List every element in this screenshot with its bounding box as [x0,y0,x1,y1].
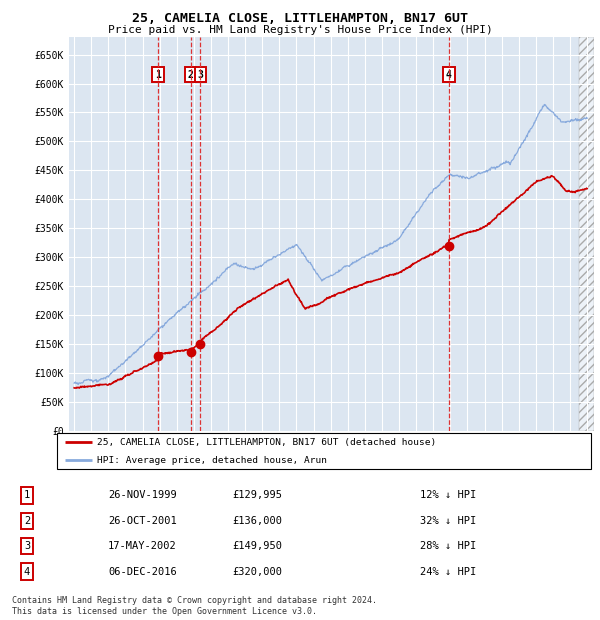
Text: 28% ↓ HPI: 28% ↓ HPI [420,541,476,551]
Text: HPI: Average price, detached house, Arun: HPI: Average price, detached house, Arun [97,456,327,465]
Text: 26-OCT-2001: 26-OCT-2001 [108,516,177,526]
Text: 12% ↓ HPI: 12% ↓ HPI [420,490,476,500]
Text: 26-NOV-1999: 26-NOV-1999 [108,490,177,500]
Text: 2: 2 [24,516,30,526]
Text: 17-MAY-2002: 17-MAY-2002 [108,541,177,551]
Text: 24% ↓ HPI: 24% ↓ HPI [420,567,476,577]
Text: 4: 4 [446,69,452,79]
Text: 25, CAMELIA CLOSE, LITTLEHAMPTON, BN17 6UT (detached house): 25, CAMELIA CLOSE, LITTLEHAMPTON, BN17 6… [97,438,436,447]
Text: £129,995: £129,995 [232,490,282,500]
Text: Price paid vs. HM Land Registry's House Price Index (HPI): Price paid vs. HM Land Registry's House … [107,25,493,35]
Text: 4: 4 [24,567,30,577]
Text: £136,000: £136,000 [232,516,282,526]
Text: £320,000: £320,000 [232,567,282,577]
Text: 32% ↓ HPI: 32% ↓ HPI [420,516,476,526]
Text: 1: 1 [24,490,30,500]
Text: 3: 3 [24,541,30,551]
Text: Contains HM Land Registry data © Crown copyright and database right 2024.
This d: Contains HM Land Registry data © Crown c… [12,596,377,616]
Text: 3: 3 [197,69,203,79]
Text: 06-DEC-2016: 06-DEC-2016 [108,567,177,577]
FancyBboxPatch shape [57,433,591,469]
Text: 2: 2 [188,69,194,79]
Text: 25, CAMELIA CLOSE, LITTLEHAMPTON, BN17 6UT: 25, CAMELIA CLOSE, LITTLEHAMPTON, BN17 6… [132,12,468,25]
Text: 1: 1 [155,69,161,79]
Text: £149,950: £149,950 [232,541,282,551]
